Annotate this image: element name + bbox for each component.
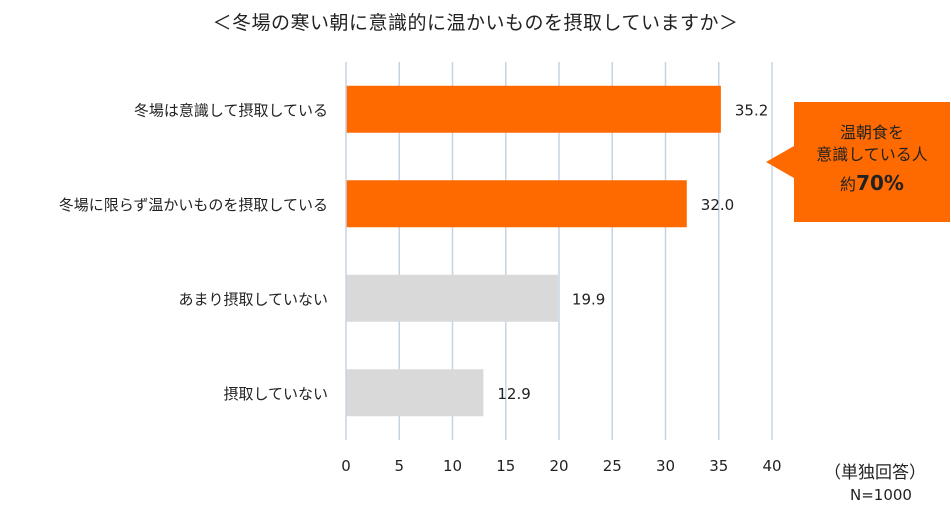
value-label: 35.2 — [735, 101, 768, 119]
value-label: 12.9 — [497, 385, 530, 403]
x-tick-label: 10 — [443, 457, 462, 475]
callout-line1: 温朝食を — [839, 123, 904, 142]
chart-title: ＜冬場の寒い朝に意識的に温かいものを摂取していますか＞ — [212, 12, 739, 34]
bar — [346, 85, 721, 133]
category-label: 摂取していない — [223, 385, 328, 403]
category-label: 冬場に限らず温かいものを摂取している — [59, 196, 328, 214]
category-label: 冬場は意識して摂取している — [134, 101, 328, 119]
x-tick-label: 0 — [341, 457, 351, 475]
bar — [346, 274, 558, 322]
category-label: あまり摂取していない — [178, 290, 328, 308]
x-tick-label: 5 — [394, 457, 404, 475]
callout-prefix: 約 — [840, 175, 857, 194]
unit-note: （単独回答） — [824, 463, 926, 483]
bar — [346, 369, 484, 417]
x-tick-label: 15 — [496, 457, 515, 475]
callout-value: 70% — [856, 171, 904, 195]
callout-line2: 意識している人 — [816, 145, 928, 164]
x-tick-label: 35 — [709, 457, 728, 475]
grid-lines — [398, 62, 773, 440]
x-tick-label: 25 — [603, 457, 622, 475]
x-tick-label: 40 — [762, 457, 781, 475]
bars — [346, 85, 721, 417]
x-tick-label: 20 — [549, 457, 568, 475]
value-label: 32.0 — [701, 196, 734, 214]
callout-box: 温朝食を 意識している人 約70% — [794, 102, 950, 222]
axes: 0 5 10 15 20 25 30 35 40 冬場は意識して摂取している 35.2 冬場に限らず温… — [59, 62, 782, 475]
bar — [346, 180, 687, 228]
sample-size-note: N=1000 — [850, 486, 912, 504]
callout-arrow — [766, 146, 794, 178]
x-tick-label: 30 — [656, 457, 675, 475]
value-label: 19.9 — [572, 290, 605, 308]
callout-line3: 約70% — [794, 170, 950, 198]
